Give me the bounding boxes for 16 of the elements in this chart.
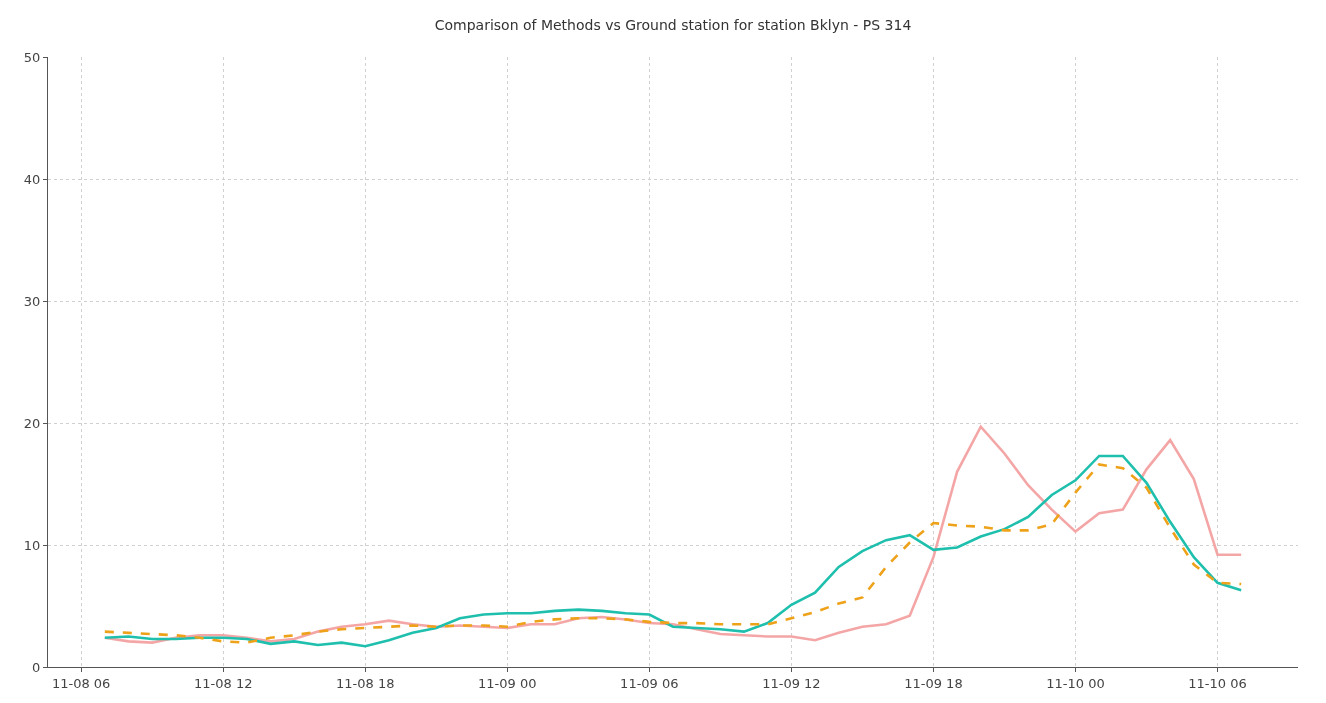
y-tick-label: 50 [23,49,41,65]
y-tick-label: 30 [23,293,41,309]
x-tick-label: 11-08 06 [51,675,111,691]
x-tick-label: 11-09 18 [904,675,963,691]
x-tick-label: 11-08 18 [336,675,395,691]
y-tick-label: 0 [31,659,41,675]
y-tick-label: 10 [23,537,41,553]
x-tick-label: 11-09 12 [762,675,821,691]
x-tick-label: 11-10 00 [1046,675,1105,691]
x-tick-label: 11-09 06 [620,675,679,691]
x-tick-label: 11-10 06 [1188,675,1247,691]
y-tick-label: 40 [23,171,41,187]
x-tick-label: 11-08 12 [193,675,253,691]
y-tick-label: 20 [23,415,41,431]
x-tick-label: 11-09 00 [478,675,537,691]
chart-title: Comparison of Methods vs Ground station for station Bklyn - PS 314 [434,16,912,33]
